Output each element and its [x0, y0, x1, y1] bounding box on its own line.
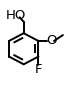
Text: F: F: [35, 63, 42, 76]
Text: O: O: [47, 34, 57, 48]
Text: HO: HO: [6, 9, 26, 22]
